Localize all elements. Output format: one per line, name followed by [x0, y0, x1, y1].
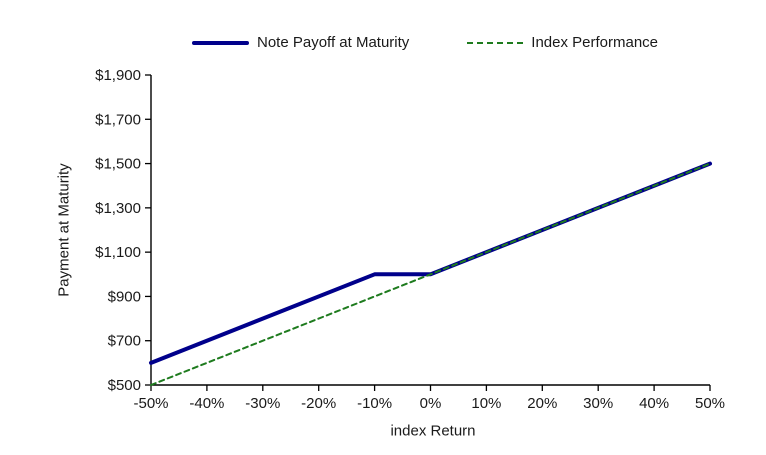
y-tick-label: $1,100: [95, 244, 141, 261]
legend-item-note-payoff: Note Payoff at Maturity: [192, 34, 409, 51]
x-tick-label: 40%: [639, 395, 669, 412]
y-tick-label: $900: [108, 288, 141, 305]
series-line-0: [149, 161, 712, 365]
y-tick-label: $1,300: [95, 200, 141, 217]
legend-label-note-payoff: Note Payoff at Maturity: [257, 34, 410, 51]
x-axis-title: index Return: [390, 422, 476, 440]
x-tick-label: 0%: [420, 395, 442, 412]
x-tick-label: -50%: [133, 395, 168, 412]
legend-label-index-performance: Index Performance: [531, 34, 659, 51]
y-tick-label: $1,500: [95, 156, 141, 173]
x-tick-label: -40%: [189, 395, 224, 412]
x-tick-label: 30%: [583, 395, 613, 412]
x-tick-label: -10%: [357, 395, 392, 412]
y-tick-label: $1,900: [95, 67, 141, 84]
y-tick-label: $1,700: [95, 111, 141, 128]
x-tick-label: 10%: [471, 395, 501, 412]
y-axis-title: Payment at Maturity: [55, 163, 73, 297]
legend-item-index-performance: Index Performance: [467, 34, 658, 51]
x-tick-label: -20%: [301, 395, 336, 412]
axes: [150, 75, 710, 386]
x-tick-label: 20%: [527, 395, 557, 412]
x-tick-label: -30%: [245, 395, 280, 412]
chart-legend: Note Payoff at Maturity Index Performanc…: [192, 34, 658, 51]
x-tick-label: 50%: [695, 395, 725, 412]
series-line-1: [150, 162, 711, 386]
y-tick-label: $500: [108, 377, 141, 394]
solid-line-sample-icon: [192, 40, 249, 45]
y-tick-label: $700: [108, 333, 141, 350]
dashed-line-sample-icon: [467, 41, 524, 44]
